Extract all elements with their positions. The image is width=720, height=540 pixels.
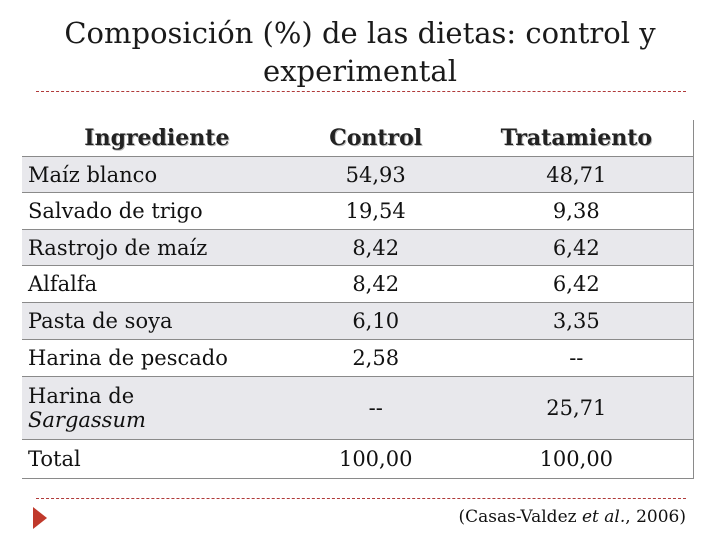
header-control: Control	[291, 120, 460, 157]
ingredient-line-2: Sargassum	[28, 408, 146, 432]
red-arrow-icon	[33, 507, 47, 529]
citation: (Casas-Valdez et al., 2006)	[459, 507, 686, 527]
citation-prefix: (Casas-Valdez	[458, 507, 582, 527]
header-treatment: Tratamiento	[459, 120, 694, 157]
bottom-divider	[36, 498, 686, 499]
table-row-total: Total 100,00 100,00	[22, 439, 694, 479]
control-cell: 100,00	[291, 439, 460, 479]
ingredient-cell: Alfalfa	[22, 265, 292, 303]
control-cell: 8,42	[291, 265, 460, 303]
table-row: Alfalfa 8,42 6,42	[22, 265, 694, 303]
control-cell: 2,58	[291, 339, 460, 377]
ingredient-cell: Total	[22, 439, 292, 479]
ingredient-cell: Harina de Sargassum	[22, 376, 292, 440]
citation-suffix: , 2006)	[625, 507, 686, 527]
table-row: Rastrojo de maíz 8,42 6,42	[22, 229, 694, 266]
table-row: Salvado de trigo 19,54 9,38	[22, 192, 694, 230]
ingredient-line-1: Harina de	[28, 384, 135, 408]
control-cell: --	[291, 376, 460, 440]
treatment-cell: 48,71	[459, 156, 694, 193]
table-row: Maíz blanco 54,93 48,71	[22, 156, 694, 193]
title-line-1: Composición (%) de las dietas: control y	[64, 16, 656, 50]
title-line-2: experimental	[263, 54, 457, 88]
treatment-cell: 100,00	[459, 439, 694, 479]
treatment-cell: 6,42	[459, 265, 694, 303]
ingredient-cell: Salvado de trigo	[22, 192, 292, 230]
header-ingredient: Ingrediente	[22, 120, 292, 157]
control-cell: 6,10	[291, 302, 460, 340]
top-divider	[36, 91, 686, 92]
ingredient-cell: Harina de pescado	[22, 339, 292, 377]
control-cell: 8,42	[291, 229, 460, 266]
diet-composition-table: Ingrediente Control Tratamiento Maíz bla…	[22, 120, 694, 479]
ingredient-cell: Pasta de soya	[22, 302, 292, 340]
treatment-cell: 9,38	[459, 192, 694, 230]
control-cell: 54,93	[291, 156, 460, 193]
treatment-cell: 3,35	[459, 302, 694, 340]
control-cell: 19,54	[291, 192, 460, 230]
table-row: Harina de Sargassum -- 25,71	[22, 376, 694, 440]
table-header-row: Ingrediente Control Tratamiento	[22, 120, 694, 157]
treatment-cell: 6,42	[459, 229, 694, 266]
ingredient-cell: Rastrojo de maíz	[22, 229, 292, 266]
table-row: Harina de pescado 2,58 --	[22, 339, 694, 377]
table-row: Pasta de soya 6,10 3,35	[22, 302, 694, 340]
ingredient-cell: Maíz blanco	[22, 156, 292, 193]
treatment-cell: --	[459, 339, 694, 377]
treatment-cell: 25,71	[459, 376, 694, 440]
slide-title: Composición (%) de las dietas: control y…	[0, 14, 720, 90]
citation-etal: et al.	[582, 507, 626, 527]
